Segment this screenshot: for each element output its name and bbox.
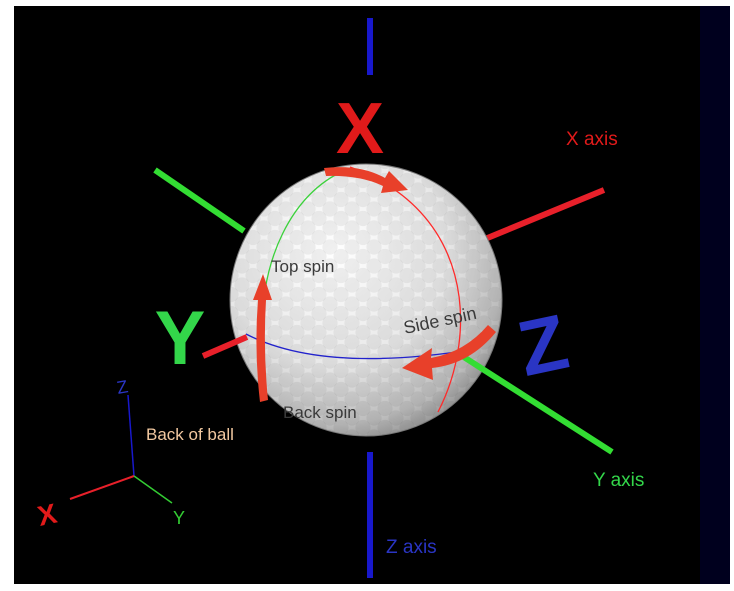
x-axis-label: X axis bbox=[566, 129, 618, 150]
big-y-label: Y bbox=[155, 296, 206, 381]
side-spin-arrow bbox=[402, 325, 496, 380]
mini-axis-gizmo: Z X Y bbox=[35, 376, 185, 532]
top-spin-label: Top spin bbox=[271, 257, 334, 276]
back-spin-label: Back spin bbox=[283, 403, 357, 422]
blue-equator bbox=[245, 333, 471, 360]
y-axis-back bbox=[153, 167, 246, 234]
big-x-label: X bbox=[336, 89, 384, 169]
mini-x-axis bbox=[69, 475, 135, 500]
back-of-ball-label: Back of ball bbox=[146, 425, 234, 444]
top-spin-arrow bbox=[324, 167, 408, 193]
y-axis-label: Y axis bbox=[593, 470, 644, 491]
mini-y-label: Y bbox=[173, 508, 185, 528]
z-axis-label: Z axis bbox=[386, 537, 437, 558]
x-axis-right bbox=[483, 187, 606, 242]
mini-z-axis bbox=[127, 394, 135, 477]
x-axis-left bbox=[201, 334, 249, 359]
mini-z-label: Z bbox=[115, 376, 129, 398]
mini-y-axis bbox=[133, 475, 173, 504]
y-axis-front bbox=[454, 349, 614, 455]
dark-blue-strip bbox=[700, 6, 730, 584]
back-spin-arrow bbox=[253, 274, 272, 402]
golf-ball bbox=[229, 163, 503, 437]
